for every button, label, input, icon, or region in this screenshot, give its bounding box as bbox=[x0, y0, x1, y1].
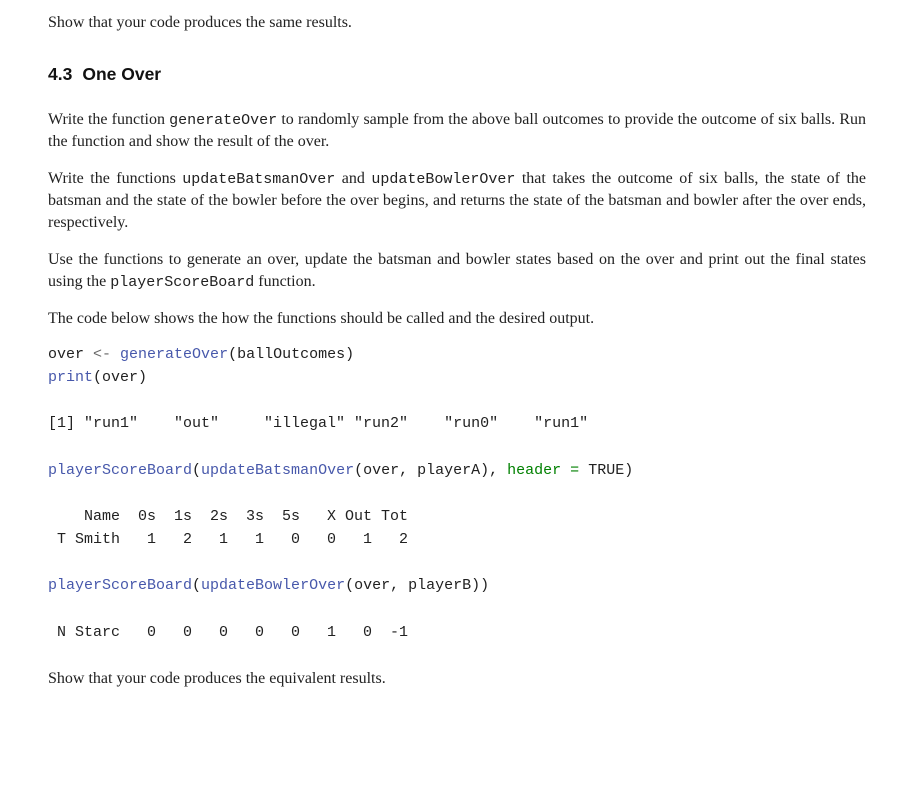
code3-comma: , bbox=[390, 577, 408, 594]
heading-number: 4.3 bbox=[48, 64, 72, 84]
code2-rp2: ) bbox=[480, 462, 489, 479]
code3-rp: ) bbox=[480, 577, 489, 594]
paragraph-2: Write the functions updateBatsmanOver an… bbox=[48, 168, 866, 235]
paragraph-3: Use the functions to generate an over, u… bbox=[48, 249, 866, 294]
code3-arg2: playerB bbox=[408, 577, 471, 594]
code1-l2-lp: ( bbox=[93, 369, 102, 386]
code2-val: TRUE bbox=[588, 462, 624, 479]
p1-text-a: Write the function bbox=[48, 111, 169, 128]
p3-text-b: function. bbox=[254, 273, 315, 290]
code-block-2: playerScoreBoard(updateBatsmanOver(over,… bbox=[48, 460, 866, 483]
code-generateover: generateOver bbox=[169, 112, 277, 129]
code-updatebowlerover: updateBowlerOver bbox=[371, 171, 515, 188]
out2-header: Name 0s 1s 2s 3s 5s X Out Tot bbox=[48, 508, 408, 525]
code1-l1-arg: ballOutcomes bbox=[237, 346, 345, 363]
intro-line: Show that your code produces the same re… bbox=[48, 12, 866, 34]
code1-l1-sym: over bbox=[48, 346, 93, 363]
out3-row: N Starc 0 0 0 0 0 1 0 -1 bbox=[48, 624, 408, 641]
code-block-1: over <- generateOver(ballOutcomes) print… bbox=[48, 344, 866, 389]
paragraph-1: Write the function generateOver to rando… bbox=[48, 109, 866, 154]
code3-fn2: updateBowlerOver bbox=[201, 577, 345, 594]
output-1: [1] "run1" "out" "illegal" "run2" "run0"… bbox=[48, 413, 866, 436]
code1-l1-fn: generateOver bbox=[120, 346, 228, 363]
paragraph-4: The code below shows the how the functio… bbox=[48, 308, 866, 330]
page: Show that your code produces the same re… bbox=[0, 0, 914, 787]
code3-arg1: over bbox=[354, 577, 390, 594]
code1-l2-rp: ) bbox=[138, 369, 147, 386]
code3-lp2: ( bbox=[345, 577, 354, 594]
out2-row: T Smith 1 2 1 1 0 0 1 2 bbox=[48, 531, 408, 548]
code2-fn2: updateBatsmanOver bbox=[201, 462, 354, 479]
code1-l2-fn: print bbox=[48, 369, 93, 386]
code1-l1-rp: ) bbox=[345, 346, 354, 363]
code1-l1-sp bbox=[111, 346, 120, 363]
code2-arg2: playerA bbox=[417, 462, 480, 479]
output-2: Name 0s 1s 2s 3s 5s X Out Tot T Smith 1 … bbox=[48, 506, 866, 551]
heading-title: One Over bbox=[82, 64, 161, 84]
p2-text-a: Write the functions bbox=[48, 170, 182, 187]
code3-rp2: ) bbox=[471, 577, 480, 594]
code1-l1-lp: ( bbox=[228, 346, 237, 363]
p2-mid: and bbox=[335, 170, 371, 187]
code2-lp: ( bbox=[192, 462, 201, 479]
output-3: N Starc 0 0 0 0 0 1 0 -1 bbox=[48, 622, 866, 645]
code1-l1-op: <- bbox=[93, 346, 111, 363]
code2-kw: header = bbox=[507, 462, 588, 479]
code2-comma: , bbox=[399, 462, 417, 479]
code2-rp: ) bbox=[624, 462, 633, 479]
code2-fn: playerScoreBoard bbox=[48, 462, 192, 479]
code2-comma2: , bbox=[489, 462, 507, 479]
code-playerscoreboard: playerScoreBoard bbox=[110, 274, 254, 291]
code3-fn: playerScoreBoard bbox=[48, 577, 192, 594]
section-heading: 4.3 One Over bbox=[48, 62, 866, 87]
code1-l2-arg: over bbox=[102, 369, 138, 386]
code2-lp2: ( bbox=[354, 462, 363, 479]
code-updatebatsmanover: updateBatsmanOver bbox=[182, 171, 335, 188]
code2-arg1: over bbox=[363, 462, 399, 479]
code3-lp: ( bbox=[192, 577, 201, 594]
code-block-3: playerScoreBoard(updateBowlerOver(over, … bbox=[48, 575, 866, 598]
closing-line: Show that your code produces the equival… bbox=[48, 668, 866, 690]
